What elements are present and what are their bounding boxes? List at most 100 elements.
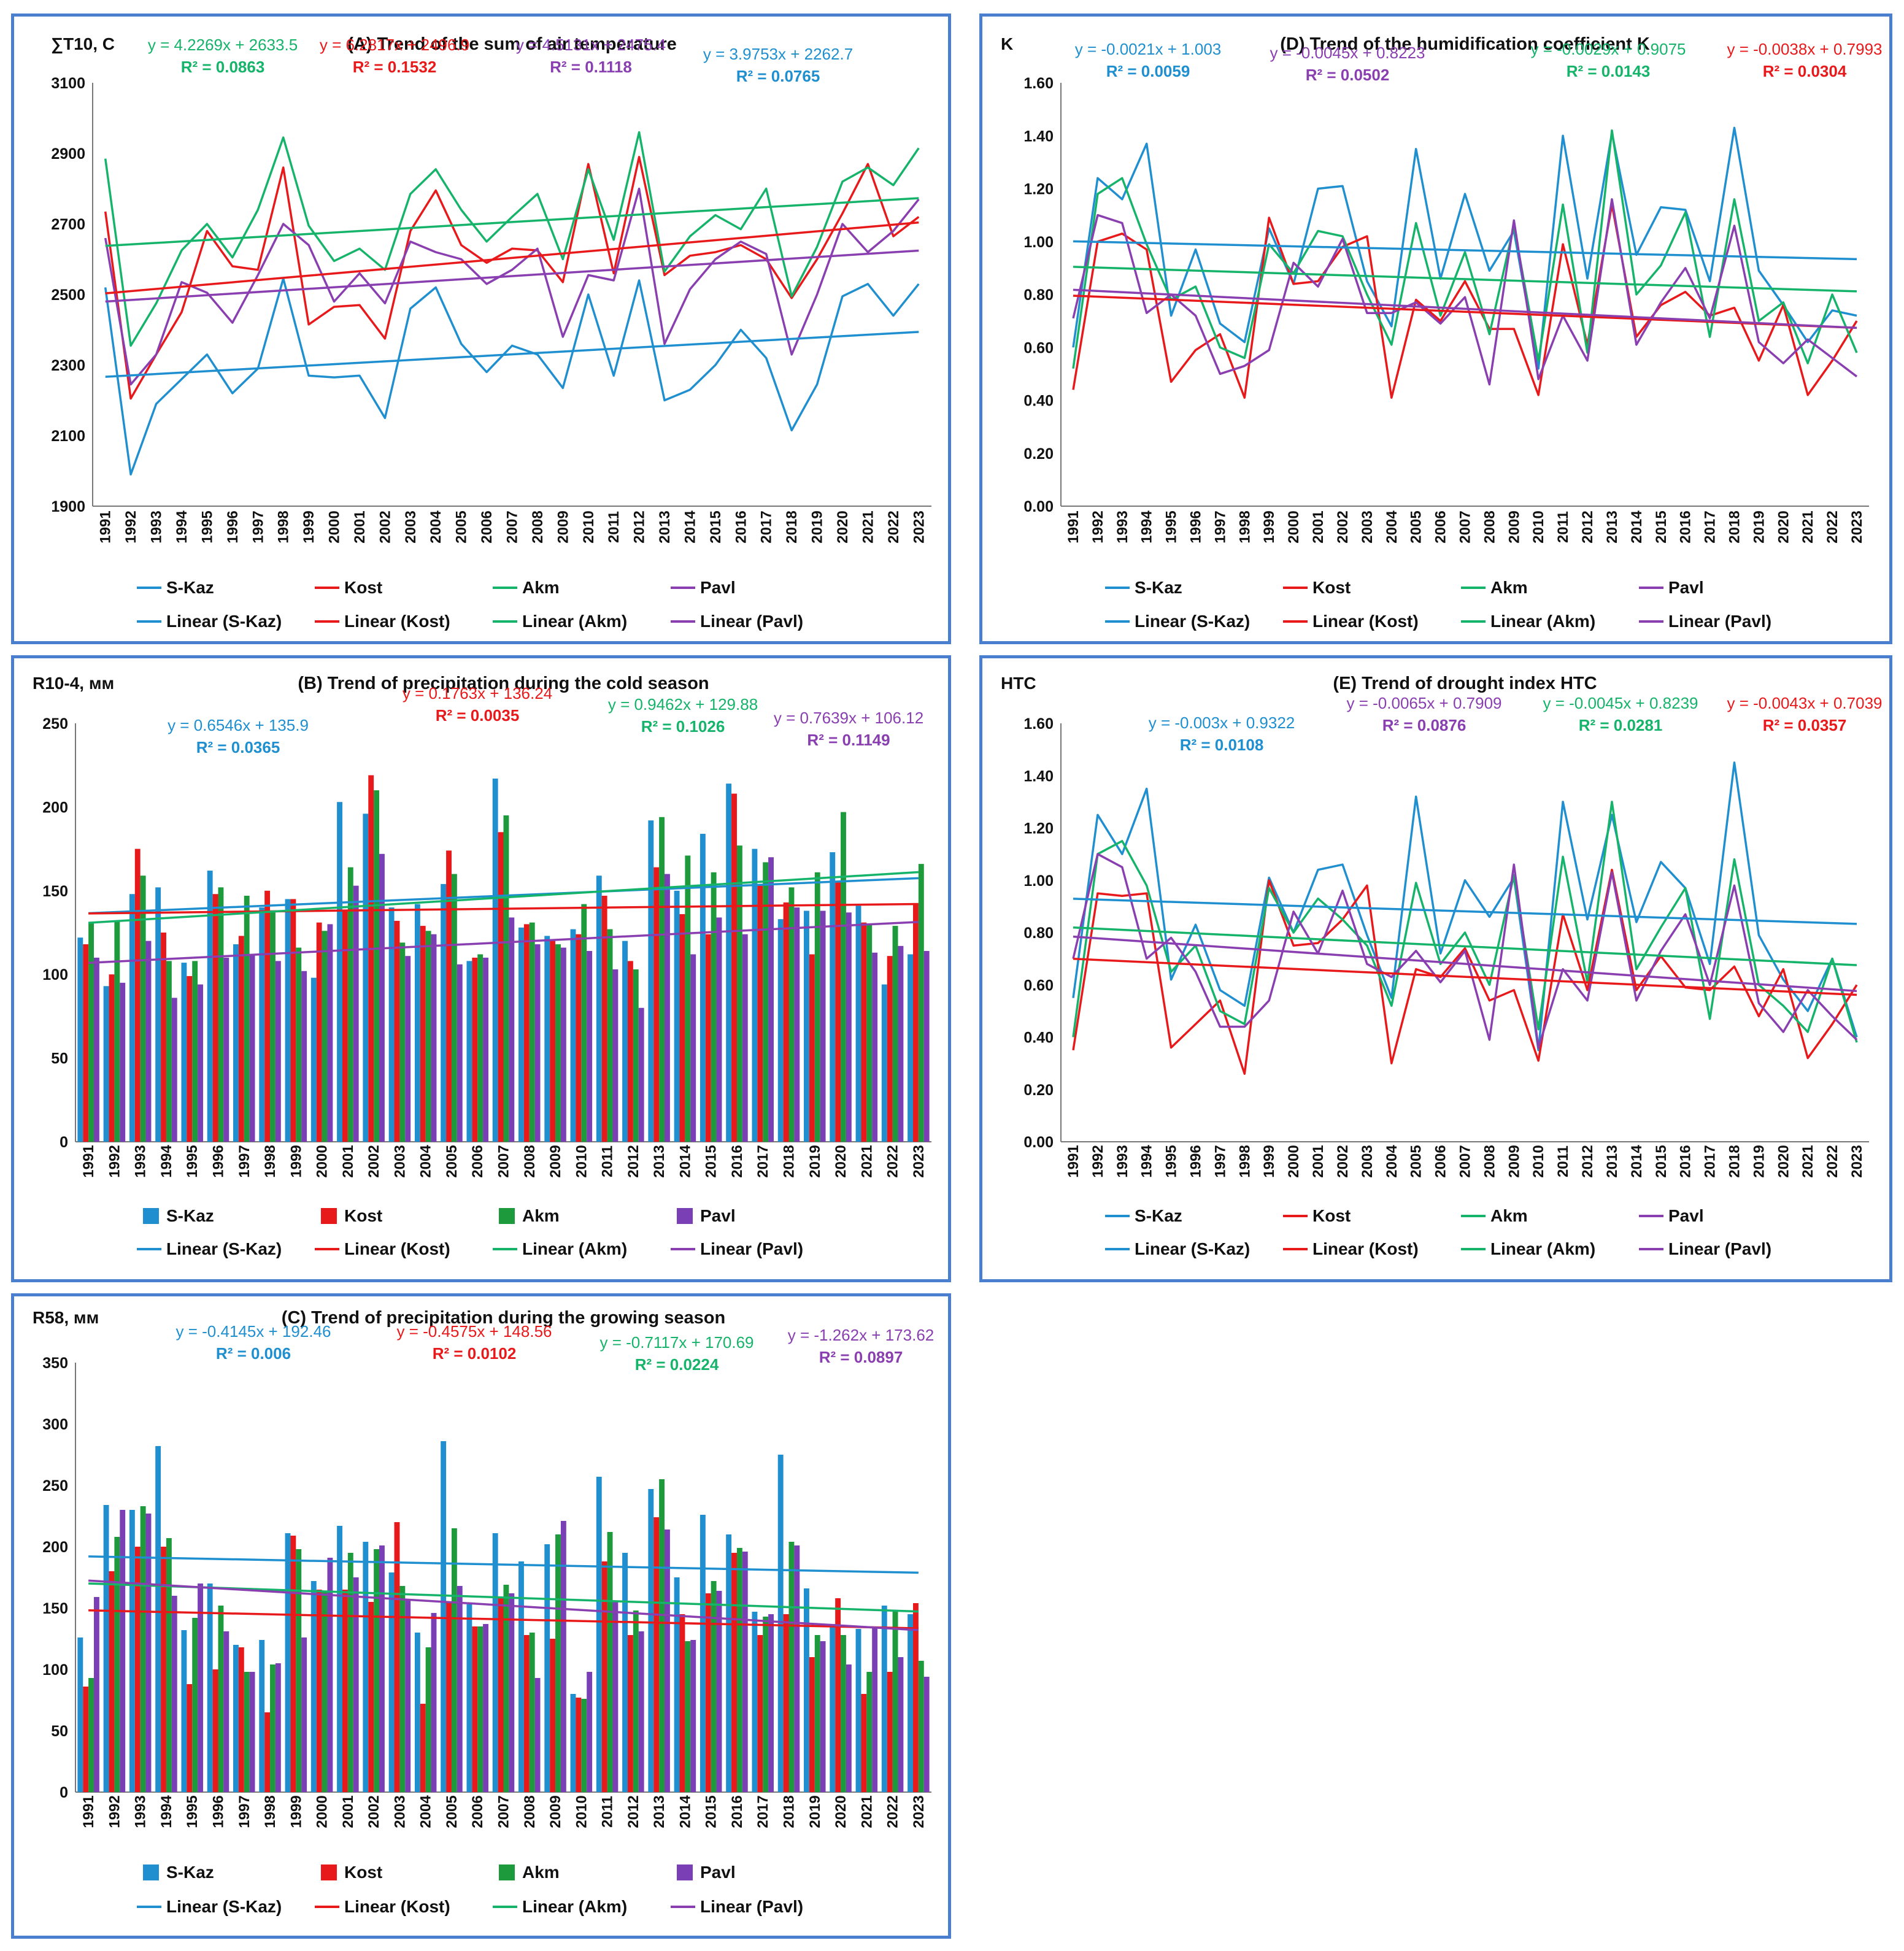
bar-s-kaz [337, 1526, 342, 1792]
legend-label: Linear (Pavl) [1668, 612, 1771, 631]
trend-line [105, 197, 919, 247]
bar-pavl [145, 941, 152, 1142]
trend-line [1073, 266, 1857, 293]
y-tick-label: 1.60 [1023, 75, 1054, 92]
y-tick-label: 0.60 [1023, 339, 1054, 356]
bar-akm [555, 1534, 561, 1792]
bar-kost [912, 904, 919, 1142]
x-tick-label: 2019 [809, 510, 826, 543]
legend-swatch [143, 1208, 159, 1224]
bar-pavl [560, 947, 566, 1142]
legend-swatch [321, 1864, 337, 1880]
trend-line [88, 1555, 919, 1574]
bar-s-kaz [310, 1581, 317, 1792]
x-tick-label: 2014 [1628, 1145, 1645, 1178]
bar-akm [477, 1626, 484, 1792]
legend-label: Linear (S-Kaz) [166, 1239, 282, 1258]
trend-equation: y = 3.9753x + 2262.7 [703, 45, 853, 63]
bar-akm [88, 922, 94, 1142]
bar-kost [161, 933, 166, 1142]
x-tick-label: 2002 [377, 510, 393, 543]
x-tick-label: 2020 [834, 510, 851, 543]
legend-swatch [321, 1208, 337, 1224]
chart-panel-a: (A) Trend of the sum of air temperature ∑… [11, 13, 951, 644]
x-tick-label: 1994 [158, 1795, 175, 1828]
chart-title: (C) Trend of precipitation during the gr… [282, 1308, 725, 1328]
bar-kost [498, 832, 504, 1142]
y-tick-label: 0.60 [1023, 977, 1054, 994]
bar-kost [783, 1614, 789, 1792]
trend-line [88, 871, 919, 924]
x-tick-label: 2022 [885, 1795, 901, 1828]
y-tick-label: 0.40 [1023, 393, 1054, 410]
legend-label: Linear (S-Kaz) [166, 612, 282, 631]
bar-pavl [379, 1545, 385, 1792]
trend-line [88, 902, 919, 915]
bar-s-kaz [726, 783, 732, 1142]
bar-akm [347, 867, 353, 1142]
trend-r2: R² = 0.0281 [1579, 716, 1663, 734]
legend-label: Linear (S-Kaz) [1135, 612, 1250, 631]
x-tick-label: 1993 [1114, 510, 1131, 543]
bar-pavl [405, 956, 411, 1142]
x-tick-label: 2005 [1408, 510, 1425, 543]
x-tick-label: 2010 [573, 1795, 590, 1828]
bar-akm [374, 1549, 380, 1792]
x-tick-label: 1997 [250, 510, 266, 543]
y-axis-label: ∑T10, C [51, 34, 115, 54]
x-tick-label: 2015 [1653, 1145, 1670, 1177]
x-tick-label: 2021 [1800, 1145, 1816, 1177]
bar-kost [498, 1598, 504, 1792]
x-tick-label: 2016 [729, 1795, 746, 1828]
bar-s-kaz [518, 1561, 524, 1792]
y-tick-label: 100 [42, 966, 68, 983]
x-tick-label: 2013 [657, 510, 673, 543]
series-line-akm [104, 131, 920, 347]
legend-label: Linear (S-Kaz) [1135, 1239, 1250, 1258]
bar-s-kaz [77, 1637, 83, 1792]
x-tick-label: 1999 [1261, 510, 1278, 543]
legend-label: Kost [1312, 1206, 1351, 1225]
trend-line [88, 1609, 919, 1630]
x-tick-label: 1996 [210, 1795, 227, 1828]
legend-label: Akm [1490, 1206, 1528, 1225]
trend-equation: y = -0.0029x + 0.9075 [1531, 40, 1686, 58]
x-tick-label: 2004 [1384, 510, 1400, 544]
bar-akm [685, 1641, 691, 1792]
x-tick-label: 2013 [1604, 510, 1621, 543]
bar-akm [736, 1548, 742, 1792]
x-tick-label: 2018 [781, 1795, 798, 1828]
bar-pavl [898, 1657, 904, 1792]
x-tick-label: 2008 [522, 1145, 538, 1177]
bar-s-kaz [77, 937, 83, 1142]
bar-s-kaz [622, 1553, 628, 1792]
legend-label: Linear (Kost) [1312, 612, 1419, 631]
bar-akm [555, 944, 561, 1142]
y-axis-label: K [1001, 34, 1013, 53]
x-tick-label: 2019 [807, 1145, 823, 1177]
x-tick-label: 1998 [276, 510, 292, 543]
trend-r2: R² = 0.0035 [436, 706, 520, 725]
y-tick-label: 1.00 [1023, 872, 1054, 890]
x-tick-label: 2004 [1384, 1145, 1400, 1178]
x-tick-label: 2023 [911, 1145, 927, 1177]
x-tick-label: 2009 [547, 1795, 564, 1828]
bar-s-kaz [674, 890, 680, 1142]
bar-kost [161, 1547, 166, 1792]
x-tick-label: 1994 [158, 1145, 175, 1178]
bar-kost [627, 961, 633, 1142]
x-tick-label: 2007 [496, 1145, 512, 1177]
y-tick-label: 2100 [51, 428, 85, 445]
x-tick-label: 1991 [1065, 510, 1082, 543]
x-tick-label: 2003 [1359, 1145, 1376, 1177]
chart-panel-b: (B) Trend of precipitation during the co… [11, 655, 951, 1282]
y-tick-label: 50 [51, 1050, 68, 1068]
x-tick-label: 2012 [625, 1795, 642, 1828]
x-tick-label: 2020 [1775, 510, 1792, 543]
bar-s-kaz [259, 1640, 265, 1792]
bar-kost [576, 934, 582, 1142]
bar-kost [731, 1553, 737, 1792]
trend-equation: y = -0.0038x + 0.7993 [1727, 40, 1883, 58]
legend-label: Linear (Akm) [1490, 612, 1595, 631]
series-line-s-kaz [1072, 126, 1857, 370]
